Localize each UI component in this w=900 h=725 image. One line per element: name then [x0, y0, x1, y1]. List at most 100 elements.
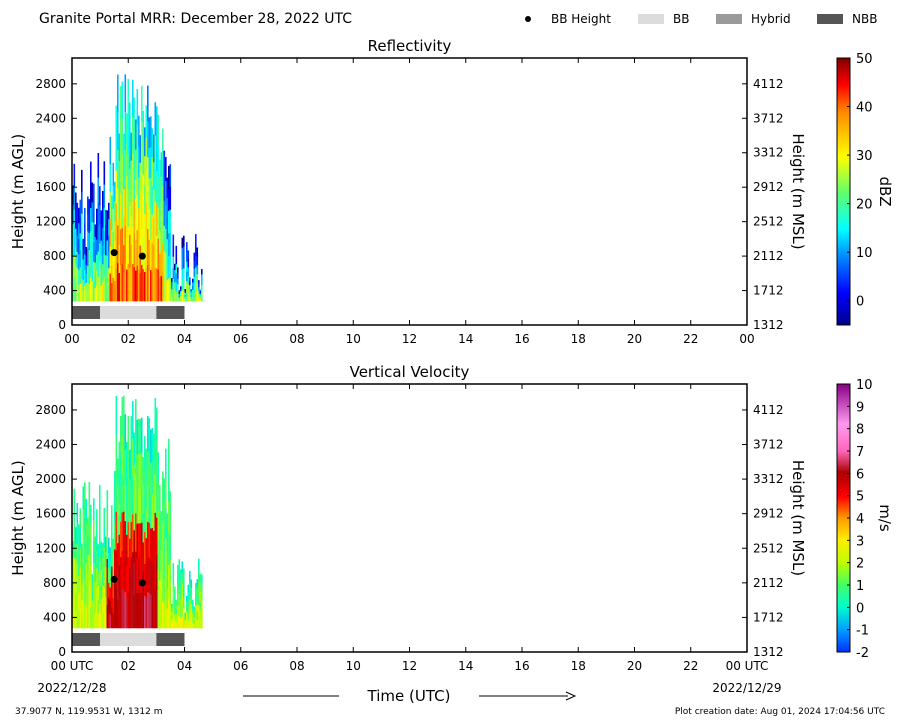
heatmap-cell: [135, 475, 137, 514]
heatmap-cell: [181, 290, 184, 302]
heatmap-cell: [172, 289, 175, 302]
heatmap-cell: [133, 530, 136, 564]
heatmap-cell: [156, 138, 158, 172]
heatmap-cell: [76, 219, 79, 236]
heatmap-cell: [138, 146, 140, 178]
heatmap-cell: [181, 616, 184, 629]
heatmap-cell: [139, 453, 142, 490]
heatmap-cell: [120, 415, 122, 452]
heatmap-cell: [156, 407, 158, 445]
heatmap-cell: [153, 595, 155, 629]
heatmap-cell: [106, 581, 109, 606]
bb-type-segment: [156, 306, 185, 319]
heatmap-cell: [81, 585, 83, 601]
heatmap-cell: [97, 153, 100, 179]
heatmap-cell: [123, 245, 125, 274]
heatmap-cell: [117, 571, 119, 601]
heatmap-cell: [94, 566, 97, 583]
y-right-tick-label: 1712: [753, 610, 784, 624]
heatmap-cell: [178, 290, 181, 293]
heatmap-cell: [135, 399, 137, 438]
heatmap-cell: [162, 186, 164, 216]
legend-label: NBB: [852, 12, 877, 26]
heatmap-cell: [102, 209, 104, 229]
heatmap-cell: [133, 562, 136, 596]
x-tick-label: 10: [346, 332, 361, 346]
heatmap-cell: [127, 263, 130, 302]
heatmap-cell: [166, 589, 169, 610]
heatmap-cell: [160, 177, 163, 203]
heatmap-cell: [87, 536, 89, 555]
heatmap-cell: [135, 149, 137, 181]
y-tick-label: 2000: [35, 472, 66, 486]
heatmap-cell: [163, 503, 166, 529]
heatmap-cell: [184, 612, 187, 616]
heatmap-cell: [190, 291, 193, 294]
heatmap-cell: [153, 245, 155, 274]
heatmap-cell: [91, 574, 94, 584]
heatmap-cell: [195, 590, 197, 599]
heatmap-cell: [99, 243, 101, 264]
heatmap-cell: [72, 613, 74, 629]
heatmap-cell: [184, 298, 187, 302]
heatmap-cell: [193, 284, 196, 294]
heatmap-cell: [88, 233, 91, 251]
heatmap-cell: [127, 115, 130, 154]
heatmap-cell: [201, 583, 203, 593]
heatmap-cell: [136, 523, 139, 559]
heatmap-cell: [141, 557, 143, 594]
heatmap-cell: [126, 144, 128, 177]
heatmap-cell: [129, 234, 131, 269]
heatmap-cell: [114, 221, 116, 242]
heatmap-cell: [156, 236, 158, 269]
x-axis-caption: 2022/12/28 2022/12/29 Time (UTC): [37, 681, 781, 705]
heatmap-cell: [112, 277, 115, 302]
heatmap-cell: [133, 267, 136, 302]
heatmap-cell: [186, 281, 188, 292]
heatmap-cell: [168, 278, 170, 302]
heatmap-cell: [136, 593, 139, 629]
heatmap-cell: [130, 416, 133, 452]
heatmap-cell: [88, 250, 91, 268]
heatmap-cell: [183, 578, 185, 589]
heatmap-cell: [72, 204, 74, 225]
heatmap-cell: [183, 617, 185, 629]
heatmap-cell: [160, 550, 163, 571]
heatmap-cell: [160, 511, 163, 532]
heatmap-cell: [195, 278, 197, 291]
heatmap-cell: [186, 261, 188, 272]
heatmap-cell: [123, 395, 125, 435]
heatmap-cell: [133, 131, 136, 166]
heatmap-cell: [79, 284, 82, 302]
heatmap-cell: [124, 187, 127, 226]
heatmap-cell: [151, 272, 154, 302]
heatmap-cell: [171, 278, 173, 283]
heatmap-cell: [102, 227, 104, 247]
heatmap-cell: [186, 601, 188, 607]
heatmap-cell: [180, 288, 182, 292]
heatmap-cell: [130, 132, 133, 162]
heatmap-cell: [112, 254, 115, 279]
heatmap-cell: [129, 598, 131, 629]
heatmap-cell: [124, 112, 127, 151]
heatmap-cell: [79, 250, 82, 268]
heatmap-cell: [174, 593, 176, 601]
heatmap-cell: [127, 226, 130, 265]
heatmap-cell: [82, 269, 85, 281]
heatmap-cell: [196, 265, 199, 275]
heatmap-cell: [72, 570, 74, 586]
y-right-tick-label: 1312: [753, 318, 784, 332]
heatmap-cell: [189, 297, 191, 302]
heatmap-cell: [184, 294, 187, 298]
heatmap-cell: [157, 269, 160, 302]
heatmap-cell: [105, 567, 107, 583]
heatmap-cell: [123, 189, 125, 218]
heatmap-cell: [93, 541, 95, 564]
heatmap-cell: [139, 135, 142, 164]
heatmap-cell: [114, 470, 116, 498]
heatmap-cell: [159, 183, 161, 208]
heatmap-cell: [115, 511, 118, 551]
heatmap-cell: [181, 279, 184, 291]
heatmap-cell: [135, 240, 137, 272]
heatmap-cell: [93, 222, 95, 243]
